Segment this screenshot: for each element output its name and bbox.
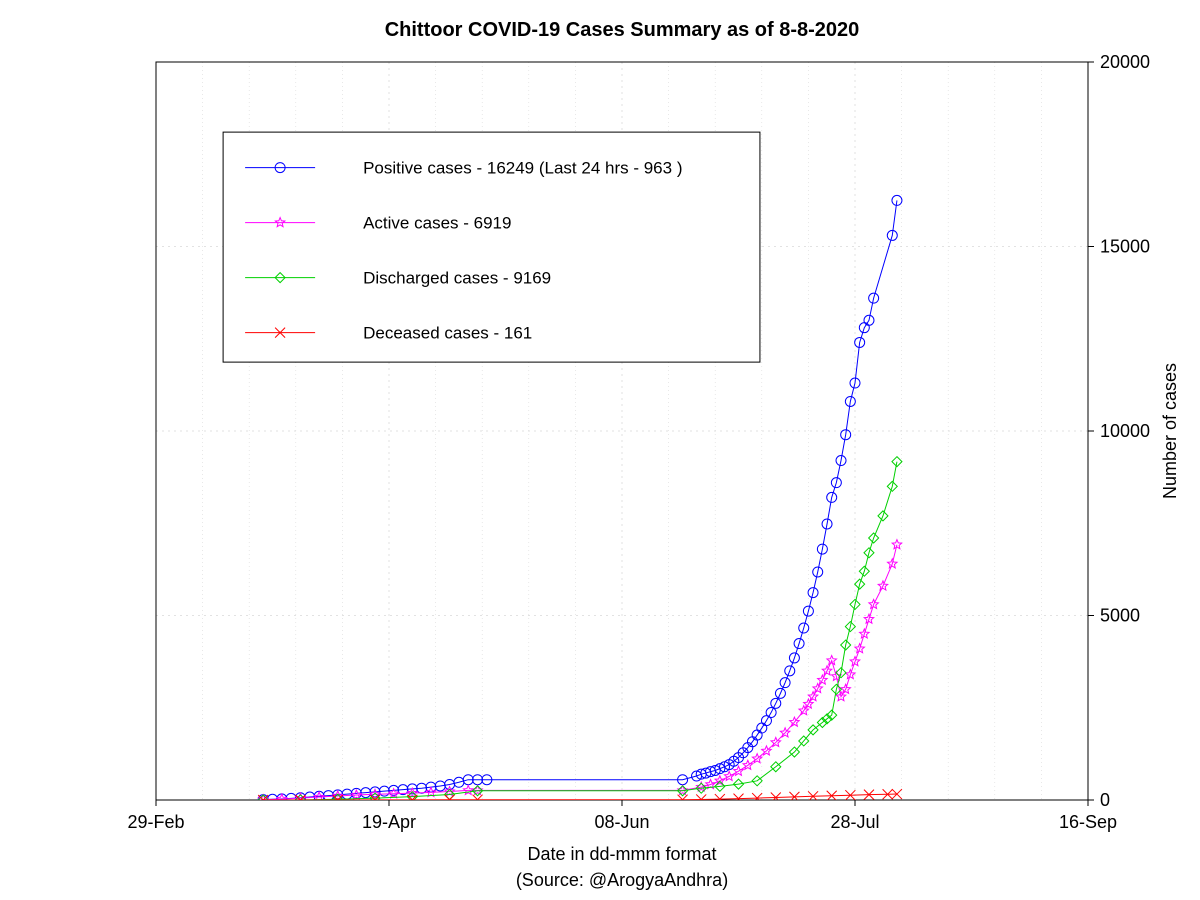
- chart-title: Chittoor COVID-19 Cases Summary as of 8-…: [385, 19, 860, 41]
- y-tick-label: 20000: [1100, 52, 1150, 72]
- y-tick-label: 15000: [1100, 237, 1150, 257]
- legend: Positive cases - 16249 (Last 24 hrs - 96…: [223, 132, 760, 362]
- x-tick-label: 16-Sep: [1059, 812, 1117, 832]
- y-axis-label: Number of cases: [1160, 363, 1180, 499]
- legend-label-discharged: Discharged cases - 9169: [363, 269, 551, 288]
- covid-chart: 29-Feb 19-Apr 08-Jun 28-Jul 16-Sep0 5000 10000…: [0, 0, 1200, 900]
- y-tick-label: 5000: [1100, 606, 1140, 626]
- legend-label-active: Active cases - 6919: [363, 214, 511, 233]
- legend-label-deceased: Deceased cases - 161: [363, 324, 532, 343]
- x-axis-label: Date in dd-mmm format: [527, 844, 716, 864]
- y-tick-label: 0: [1100, 790, 1110, 810]
- y-tick-label: 10000: [1100, 421, 1150, 441]
- legend-label-positive: Positive cases - 16249 (Last 24 hrs - 96…: [363, 159, 682, 178]
- x-tick-label: 19-Apr: [362, 812, 416, 832]
- x-tick-label: 28-Jul: [830, 812, 879, 832]
- x-tick-label: 08-Jun: [594, 812, 649, 832]
- x-tick-label: 29-Feb: [127, 812, 184, 832]
- x-axis-sublabel: (Source: @ArogyaAndhra): [516, 870, 728, 890]
